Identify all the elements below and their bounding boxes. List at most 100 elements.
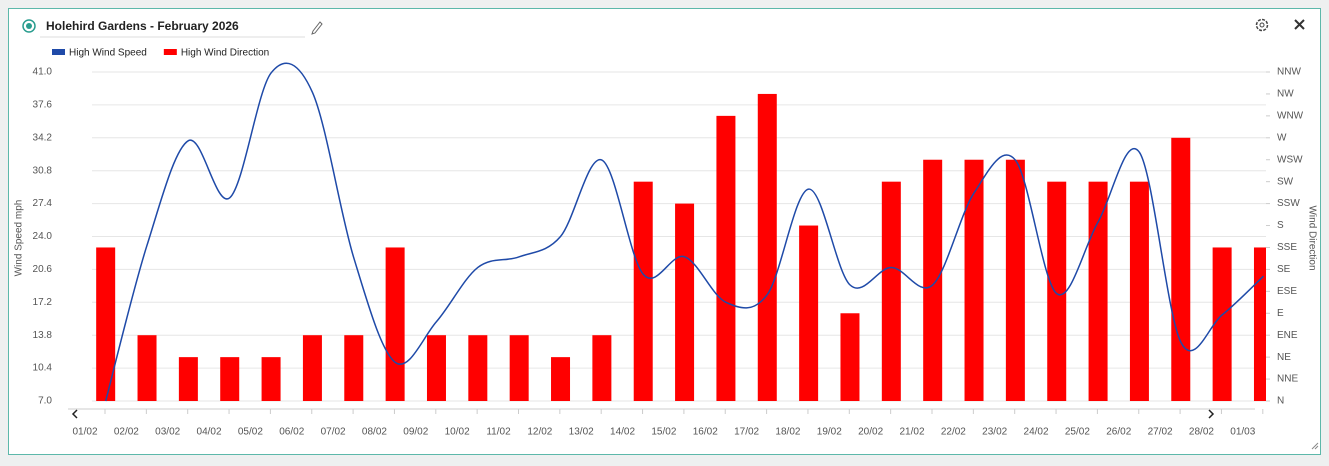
x-tick-label: 16/02 <box>693 427 718 438</box>
bar <box>923 159 943 401</box>
panel <box>8 8 1321 455</box>
bar <box>840 313 860 401</box>
y2-tick-label: W <box>1277 132 1287 143</box>
y-tick-label: 7.0 <box>38 396 52 407</box>
x-tick-label: 25/02 <box>1065 427 1090 438</box>
bar <box>385 247 405 401</box>
y2-tick-label: WSW <box>1277 154 1303 165</box>
plot-area <box>96 62 1266 402</box>
y-tick-label: 10.4 <box>33 363 53 374</box>
close-icon[interactable] <box>1294 19 1305 30</box>
x-tick-label: 05/02 <box>238 427 263 438</box>
x-tick-label: 13/02 <box>569 427 594 438</box>
x-tick-label: 19/02 <box>817 427 842 438</box>
x-tick-label: 17/02 <box>734 427 759 438</box>
x-tick-label: 06/02 <box>279 427 304 438</box>
y2-tick-label: N <box>1277 396 1284 407</box>
y2-tick-label: SSE <box>1277 242 1297 253</box>
bar <box>1129 181 1149 401</box>
x-tick-label: 18/02 <box>775 427 800 438</box>
y-axis-title: Wind Speed mph <box>14 200 25 277</box>
x-tick-label: 23/02 <box>982 427 1007 438</box>
bar <box>509 335 529 401</box>
bar <box>1212 247 1232 401</box>
y-tick-label: 24.0 <box>33 231 53 242</box>
x-tick-label: 01/02 <box>72 427 97 438</box>
x-tick-label: 10/02 <box>445 427 470 438</box>
bar <box>1005 159 1025 401</box>
y2-tick-label: ENE <box>1277 330 1298 341</box>
x-tick-label: 01/03 <box>1230 427 1255 438</box>
bar <box>881 181 901 401</box>
x-tick-label: 20/02 <box>858 427 883 438</box>
x-tick-label: 08/02 <box>362 427 387 438</box>
y2-tick-label: NNE <box>1277 374 1298 385</box>
bar <box>633 181 653 401</box>
y2-tick-label: S <box>1277 220 1284 231</box>
bar <box>1047 181 1067 401</box>
widget-title: Holehird Gardens - February 2026 <box>46 19 239 33</box>
status-icon <box>22 19 36 33</box>
bar <box>551 357 571 401</box>
x-tick-label: 14/02 <box>610 427 635 438</box>
x-tick-label: 04/02 <box>197 427 222 438</box>
x-tick-label: 15/02 <box>651 427 676 438</box>
x-tick-label: 11/02 <box>486 427 511 438</box>
bar <box>592 335 612 401</box>
bar <box>1171 137 1191 402</box>
y-tick-label: 17.2 <box>33 297 53 308</box>
bar <box>757 93 777 401</box>
y-tick-label: 37.6 <box>33 100 53 111</box>
x-tick-label: 12/02 <box>527 427 552 438</box>
legend-label: High Wind Speed <box>69 48 147 59</box>
bar <box>302 335 322 401</box>
bar <box>137 335 157 401</box>
x-tick-label: 24/02 <box>1024 427 1049 438</box>
y2-tick-label: SSW <box>1277 198 1300 209</box>
y-tick-label: 30.8 <box>33 165 53 176</box>
y2-tick-label: SW <box>1277 176 1294 187</box>
bar <box>96 247 116 401</box>
y2-tick-label: SE <box>1277 264 1291 275</box>
edit-icon[interactable] <box>311 21 323 35</box>
bar <box>468 335 488 401</box>
y2-tick-label: NNW <box>1277 67 1301 78</box>
y2-tick-label: NW <box>1277 89 1294 100</box>
legend-swatch <box>52 49 65 55</box>
line <box>104 62 1264 402</box>
y2-tick-label: ESE <box>1277 286 1297 297</box>
x-tick-label: 21/02 <box>899 427 924 438</box>
bar <box>1253 247 1266 401</box>
legend-swatch <box>163 49 177 55</box>
bar <box>426 335 446 401</box>
x-tick-label: 03/02 <box>155 427 180 438</box>
x-tick-label: 07/02 <box>321 427 346 438</box>
resize-handle[interactable] <box>1311 442 1319 450</box>
y2-tick-label: NE <box>1277 352 1291 363</box>
scroll-right[interactable] <box>1208 409 1215 419</box>
bar <box>716 115 736 401</box>
bar <box>1088 181 1108 401</box>
x-tick-label: 09/02 <box>403 427 428 438</box>
bar <box>261 357 281 401</box>
x-tick-label: 22/02 <box>941 427 966 438</box>
bar <box>220 357 240 401</box>
bar <box>799 225 819 401</box>
x-tick-label: 26/02 <box>1106 427 1131 438</box>
legend-label: High Wind Direction <box>181 48 269 59</box>
y-tick-label: 41.0 <box>33 67 53 78</box>
x-tick-label: 28/02 <box>1189 427 1214 438</box>
bar <box>344 335 364 401</box>
bar <box>675 203 695 401</box>
x-tick-label: 27/02 <box>1148 427 1173 438</box>
y2-tick-label: E <box>1277 308 1284 319</box>
bar <box>964 159 984 401</box>
status-dot <box>26 23 32 29</box>
y-tick-label: 34.2 <box>33 132 53 143</box>
scroll-left[interactable] <box>71 409 78 419</box>
bar <box>178 357 198 401</box>
y2-axis-title: Wind Direction <box>1306 205 1317 270</box>
settings-icon[interactable] <box>1255 18 1269 32</box>
